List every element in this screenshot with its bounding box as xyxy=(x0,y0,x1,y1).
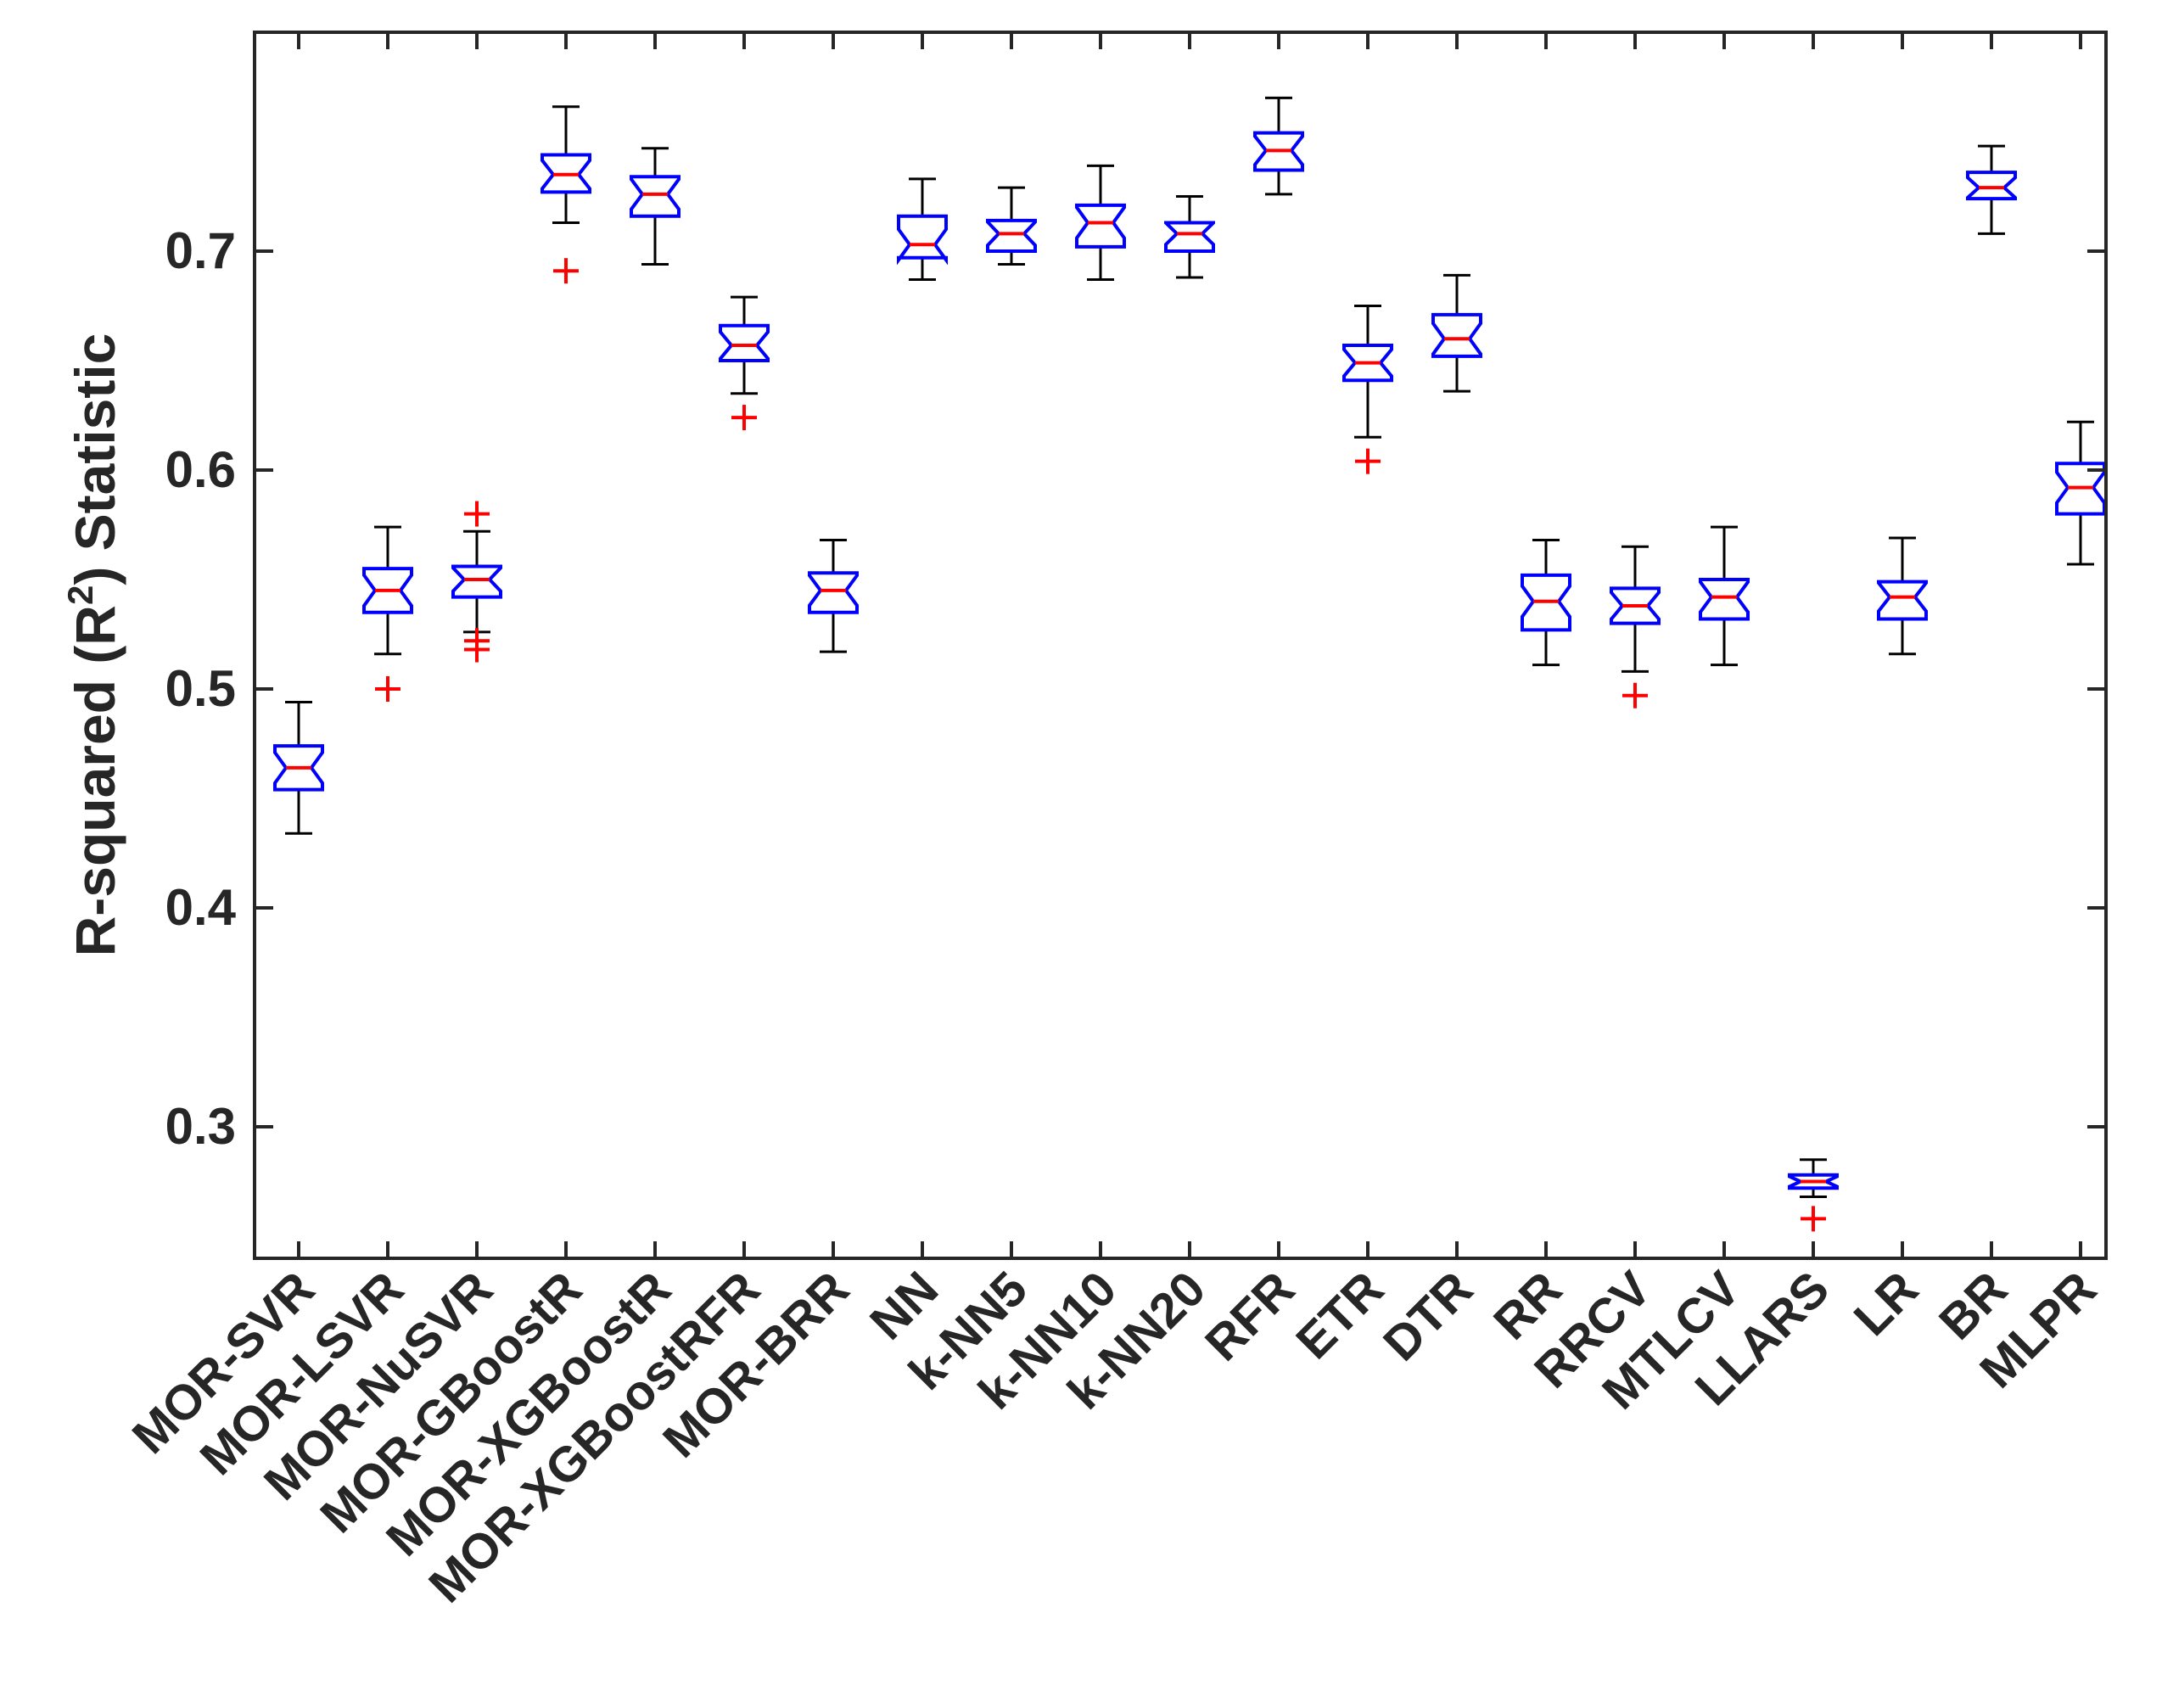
y-tick-label: 0.3 xyxy=(165,1098,236,1155)
plot-frame xyxy=(253,31,2108,1260)
notched-box xyxy=(1075,203,1126,249)
notched-box xyxy=(630,175,681,218)
notched-box xyxy=(1877,580,1928,621)
box-MOR-XGBoostR xyxy=(630,147,681,266)
box-DTR xyxy=(1431,273,1482,393)
plot-area xyxy=(255,32,2106,1258)
y-tick-label: 0.7 xyxy=(165,222,236,279)
notched-box xyxy=(897,214,948,266)
box-MOR-LSVR xyxy=(362,525,413,702)
y-axis-title-part2: ) Statistic xyxy=(64,333,126,585)
box-LLARS xyxy=(1788,1158,1839,1232)
box-RRCV xyxy=(1610,545,1661,708)
y-axis-title-superscript: 2 xyxy=(60,585,100,605)
x-category-label: DTR xyxy=(1373,1261,1483,1371)
y-axis-title: R-squared (R2) Statistic xyxy=(60,333,126,957)
box-MOR-GBoostR xyxy=(540,105,591,284)
notched-box xyxy=(808,571,859,614)
notched-box xyxy=(451,564,502,599)
box-RR xyxy=(1521,539,1571,667)
box-LR xyxy=(1877,536,1928,656)
x-category-label: RFR xyxy=(1195,1261,1305,1371)
y-axis-title-part1: R-squared (R xyxy=(64,605,126,956)
notched-box xyxy=(1699,578,1750,621)
y-tick-label: 0.4 xyxy=(165,879,237,936)
box-ETR xyxy=(1342,305,1393,474)
box-NN xyxy=(897,177,948,282)
x-category-label: LR xyxy=(1844,1261,1930,1347)
notched-box xyxy=(1164,221,1215,253)
box-k-NN20 xyxy=(1164,195,1215,279)
box-k-NN10 xyxy=(1075,164,1126,282)
y-axis-ticks: 0.3 0.4 0.5 0.6 0.7 xyxy=(165,222,2106,1155)
box-BR xyxy=(1966,144,2017,235)
box-RFR xyxy=(1253,96,1304,196)
box-MOR-SVR xyxy=(273,700,324,835)
y-tick-label: 0.6 xyxy=(165,441,236,498)
box-MTLCV xyxy=(1699,525,1750,667)
notched-box xyxy=(1966,171,2017,201)
notched-box xyxy=(986,218,1037,253)
box-k-NN5 xyxy=(986,186,1037,266)
boxes-layer xyxy=(273,96,2106,1232)
x-category-label: ETR xyxy=(1285,1261,1394,1369)
box-MOR-NuSVR xyxy=(451,501,502,663)
y-tick-label: 0.5 xyxy=(165,660,236,717)
box-MOR-BRR xyxy=(808,539,859,653)
notched-box xyxy=(719,323,770,362)
notched-box xyxy=(1431,312,1482,358)
box-MOR-XGBoostRFR xyxy=(719,295,770,431)
